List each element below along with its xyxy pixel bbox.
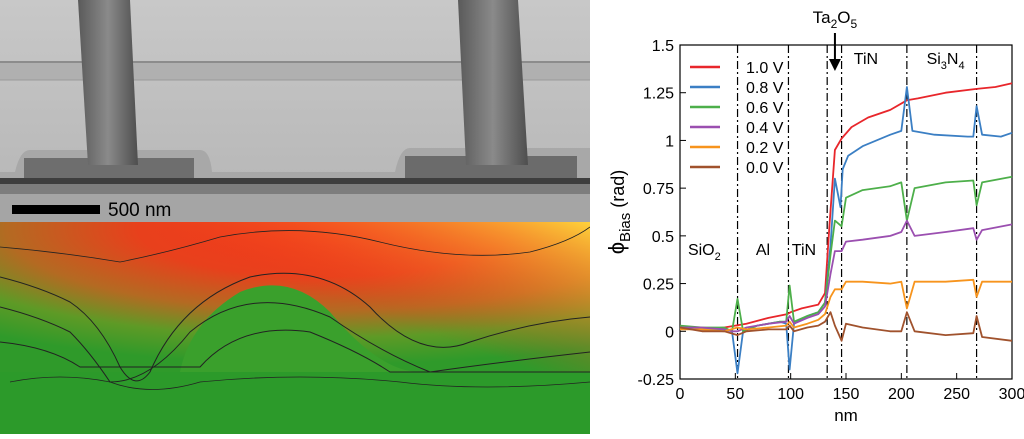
series-line-00V: [679, 311, 1013, 342]
y-axis-label-sub: Bias: [617, 213, 634, 242]
chart-container: 0 50 100 150 200 250 300 -0.25 0 0.25 0.5 0.75 1 1.2…: [598, 0, 1024, 434]
ta2o5-annotation: Ta2O5: [813, 8, 858, 71]
y-tick-label: 0.25: [643, 277, 674, 294]
y-tick-label: 0: [665, 324, 674, 341]
tem-image: [0, 0, 590, 222]
region-label-2: TiN: [792, 242, 816, 259]
y-axis-label-main: ϕ: [604, 242, 629, 254]
region-label-1: Al: [756, 242, 770, 259]
legend: 1.0 V 0.8 V 0.6 V 0.4 V 0.2 V 0.0 V: [690, 60, 784, 177]
legend-label: 1.0 V: [746, 60, 784, 77]
y-axis-label-unit: (rad): [608, 170, 628, 213]
y-tick-label: 1: [665, 133, 674, 150]
legend-label: 0.0 V: [746, 160, 784, 177]
series-line-02V: [680, 278, 1012, 333]
series-line-10V: [679, 82, 1013, 331]
y-tick-label: 0.75: [643, 181, 674, 198]
region-label-4: Si3N4: [927, 51, 965, 72]
x-tick-label: 250: [943, 386, 970, 403]
legend-label: 0.2 V: [746, 140, 784, 157]
x-tick-label: 200: [888, 386, 915, 403]
x-tick-label: 0: [676, 386, 685, 403]
x-tick-label: 300: [999, 386, 1024, 403]
region-labels: SiO2 Al TiN TiN Si3N4: [688, 51, 965, 263]
y-tick-label: -0.25: [638, 372, 675, 389]
y-axis-ticks: -0.25 0 0.25 0.5 0.75 1 1.25 1.5: [638, 38, 686, 389]
legend-label: 0.6 V: [746, 100, 784, 117]
legend-label: 0.4 V: [746, 120, 784, 137]
arrow-annotation-label: Ta2O5: [813, 8, 858, 31]
x-tick-label: 100: [777, 386, 804, 403]
tem-micrograph: 500 nm: [0, 0, 590, 222]
x-axis-ticks: 0 50 100 150 200 250 300: [676, 373, 1024, 403]
x-axis-label: nm: [834, 406, 858, 425]
phase-map-image: [0, 222, 590, 434]
y-axis-label: ϕBias (rad): [604, 170, 634, 255]
y-tick-label: 1.25: [643, 86, 674, 103]
series-line-04V: [680, 219, 1013, 333]
x-tick-label: 50: [726, 386, 744, 403]
scale-bar: [12, 205, 100, 214]
y-tick-label: 0.5: [652, 229, 674, 246]
phase-map: [0, 222, 590, 434]
scale-bar-label: 500 nm: [108, 200, 172, 221]
region-label-3: TiN: [854, 51, 878, 68]
series-line-06V: [679, 175, 1013, 333]
legend-label: 0.8 V: [746, 80, 784, 97]
region-label-0: SiO2: [688, 242, 721, 263]
phase-bias-chart: 0 50 100 150 200 250 300 -0.2500.250.50.7511.2…: [604, 8, 1024, 425]
y-tick-label: 1.5: [652, 38, 674, 55]
series-lines: [679, 82, 1013, 375]
arrow-head: [828, 59, 841, 71]
x-tick-label: 150: [833, 386, 860, 403]
